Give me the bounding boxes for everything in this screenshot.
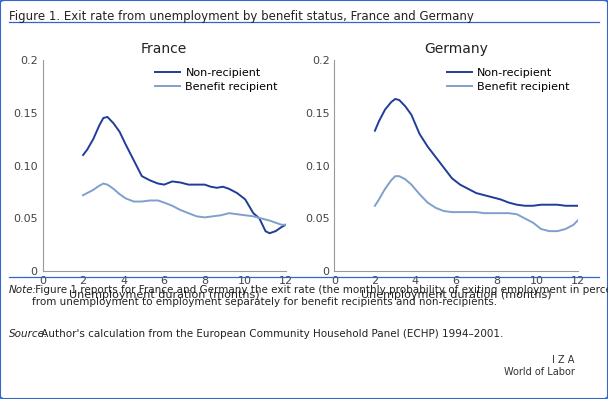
Text: I Z A: I Z A <box>552 355 575 365</box>
Text: Source:: Source: <box>9 329 49 339</box>
Text: Note:: Note: <box>9 285 37 295</box>
Legend: Non-recipient, Benefit recipient: Non-recipient, Benefit recipient <box>443 63 575 97</box>
Text: Figure 1 reports for France and Germany the exit rate (the monthly probability o: Figure 1 reports for France and Germany … <box>32 285 608 307</box>
Text: World of Labor: World of Labor <box>503 367 575 377</box>
Legend: Non-recipient, Benefit recipient: Non-recipient, Benefit recipient <box>151 63 283 97</box>
X-axis label: Unemployment duration (months): Unemployment duration (months) <box>69 290 260 300</box>
Text: Author's calculation from the European Community Household Panel (ECHP) 1994–200: Author's calculation from the European C… <box>38 329 503 339</box>
Title: France: France <box>141 42 187 56</box>
X-axis label: Unemployment duration (months): Unemployment duration (months) <box>361 290 551 300</box>
Text: Figure 1. Exit rate from unemployment by benefit status, France and Germany: Figure 1. Exit rate from unemployment by… <box>9 10 474 23</box>
Title: Germany: Germany <box>424 42 488 56</box>
